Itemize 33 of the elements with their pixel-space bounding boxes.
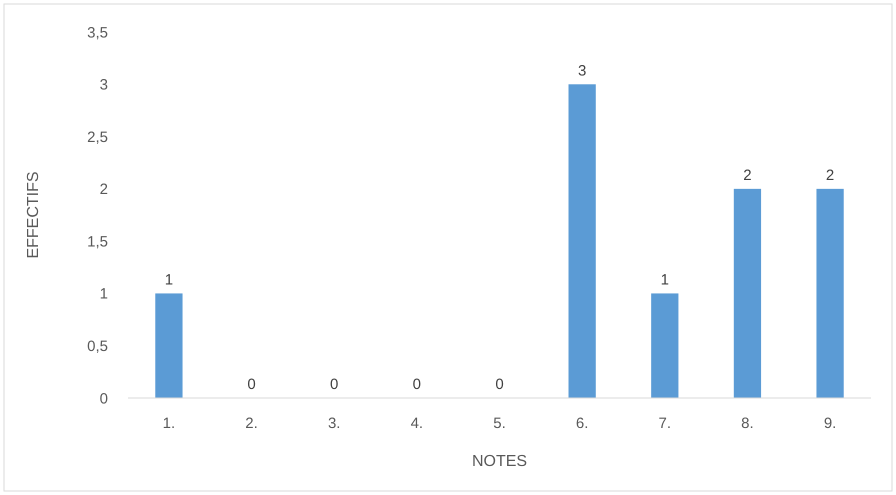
- y-tick-label: 2,5: [87, 128, 108, 146]
- x-tick-label: 4.: [410, 415, 424, 432]
- data-label: 0: [330, 376, 338, 393]
- data-label: 0: [247, 376, 256, 393]
- y-tick-label: 1,5: [87, 233, 108, 250]
- data-label: 1: [660, 271, 669, 288]
- y-tick-label: 0,5: [87, 338, 108, 355]
- x-axis-title: NOTES: [472, 453, 528, 470]
- data-label: 2: [743, 166, 752, 184]
- y-tick-label: 3: [100, 76, 108, 94]
- y-tick-label: 1: [100, 286, 108, 303]
- y-tick-label: 0: [100, 390, 108, 408]
- x-tick-label: 3.: [328, 415, 340, 432]
- x-tick-label: 2.: [245, 415, 258, 432]
- bar: [155, 293, 183, 398]
- y-axis-title: EFFECTIFS: [25, 171, 42, 259]
- x-tick-label: 6.: [576, 415, 588, 432]
- bar: [651, 293, 678, 398]
- data-label: 2: [826, 166, 834, 184]
- data-label: 0: [412, 376, 422, 393]
- x-tick-label: 5.: [493, 415, 506, 432]
- x-tick-label: 1.: [162, 415, 176, 432]
- x-tick-label: 9.: [824, 415, 836, 432]
- y-tick-label: 3,5: [87, 24, 108, 42]
- data-label: 1: [164, 271, 174, 288]
- bar: [816, 188, 844, 398]
- x-tick-label: 7.: [658, 415, 672, 432]
- data-label: 0: [495, 376, 504, 393]
- bar: [568, 84, 596, 398]
- data-label: 3: [578, 62, 586, 80]
- x-tick-label: 8.: [741, 415, 754, 432]
- y-tick-label: 2: [100, 181, 108, 198]
- bar: [734, 188, 762, 398]
